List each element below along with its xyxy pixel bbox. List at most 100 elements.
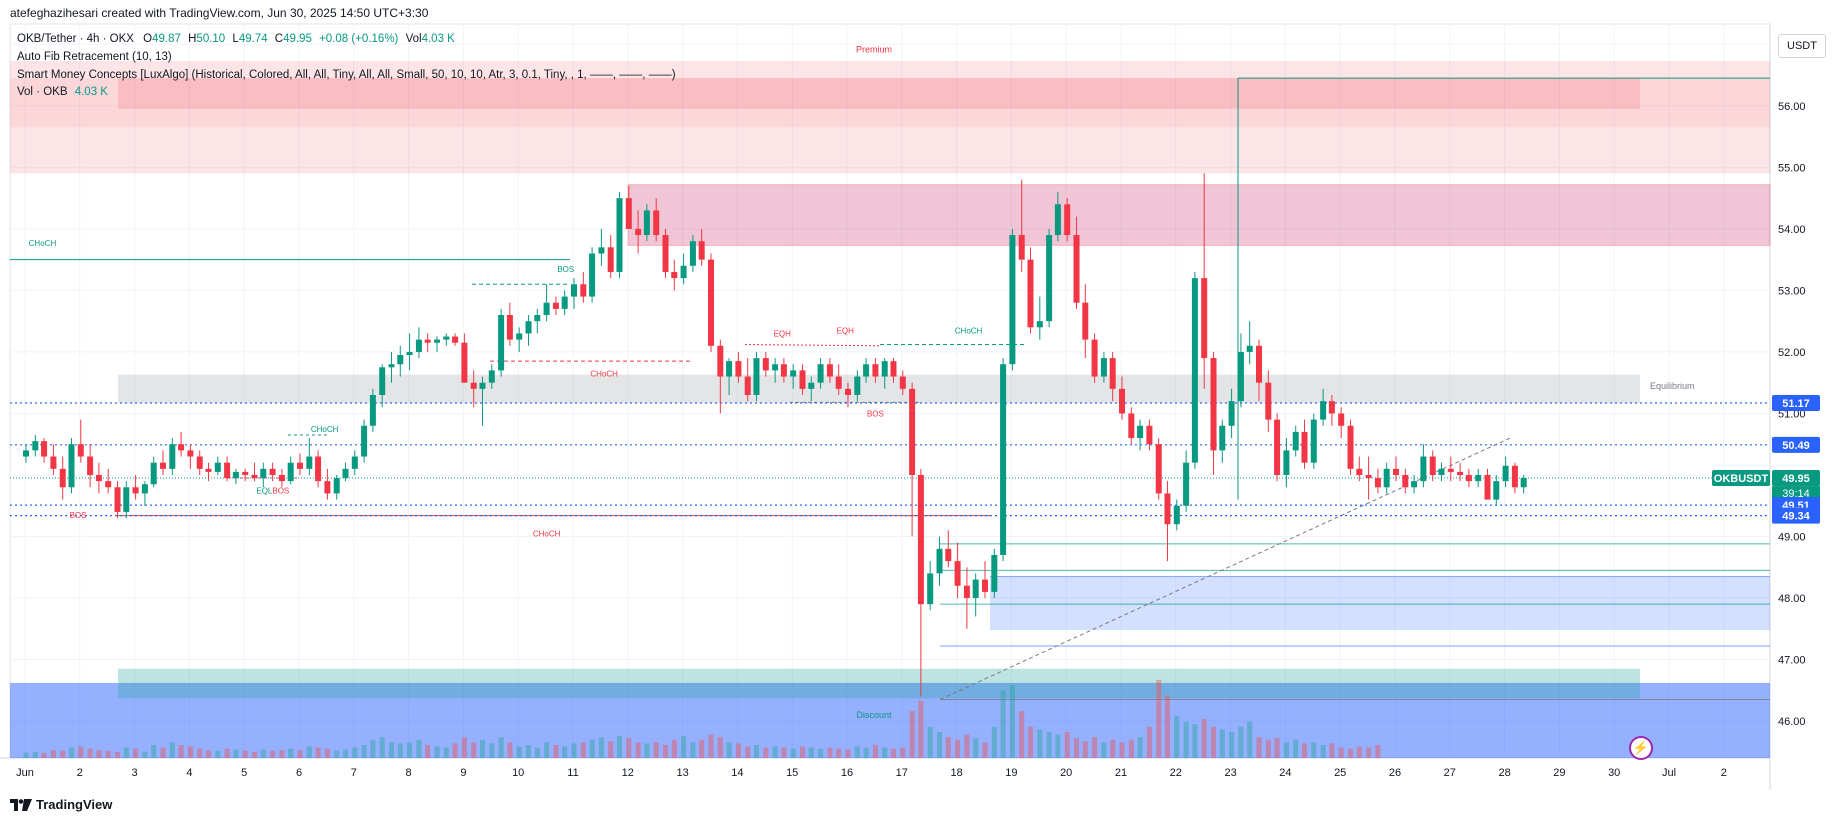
volume-bar xyxy=(671,739,677,758)
candle-body xyxy=(607,247,614,272)
volume-bar xyxy=(973,738,979,758)
candle-body xyxy=(251,474,258,479)
plot-frame xyxy=(9,23,1771,759)
time-tick-label: 6 xyxy=(296,767,302,779)
volume-bar xyxy=(1256,737,1262,758)
volume-bar xyxy=(160,747,166,758)
candle-body xyxy=(1393,468,1399,475)
volume-bar xyxy=(407,742,413,758)
candle-body xyxy=(361,425,368,457)
ohlc-volume: 4.03 K xyxy=(421,33,455,45)
candle-body xyxy=(187,450,194,457)
volume-bar xyxy=(461,737,467,758)
volume-bar xyxy=(1064,732,1070,758)
premium-label: Premium xyxy=(856,44,892,54)
volume-bar xyxy=(187,746,193,758)
indicator-volume-label: Vol · OKB xyxy=(17,86,68,98)
price-tick-label: 48.00 xyxy=(1778,593,1806,605)
volume-bar xyxy=(507,742,513,758)
volume-bar xyxy=(1174,716,1180,758)
price-tick-label: 53.00 xyxy=(1778,285,1806,297)
candle-body xyxy=(1119,388,1125,414)
candle-body xyxy=(224,462,231,479)
volume-bar xyxy=(1074,738,1080,758)
lightning-icon[interactable]: ⚡ xyxy=(1629,736,1653,760)
structure-label-choch: CHoCH xyxy=(29,239,57,248)
candle-body xyxy=(306,456,313,469)
candle-body xyxy=(717,345,724,377)
volume-bar xyxy=(845,749,851,758)
volume-bar xyxy=(397,743,403,758)
volume-bar xyxy=(169,742,175,758)
volume-bar xyxy=(315,747,321,758)
candle-body xyxy=(1283,450,1290,475)
volume-bar xyxy=(608,741,614,758)
indicator-smc-legend[interactable]: Smart Money Concepts [LuxAlgo] (Historic… xyxy=(17,69,676,81)
candle-body xyxy=(41,441,48,457)
candle-body xyxy=(982,579,988,592)
time-tick-label: 12 xyxy=(622,767,634,779)
ohlc-close: 49.95 xyxy=(283,33,312,45)
candle-body xyxy=(826,364,833,377)
candle-body xyxy=(1310,419,1317,463)
publisher-line: atefeghazihesari created with TradingVie… xyxy=(10,6,429,20)
volume-bar xyxy=(1164,695,1170,758)
candle-body xyxy=(653,210,660,236)
candle-body xyxy=(917,474,924,605)
candle-body xyxy=(1520,478,1527,488)
volume-bar xyxy=(1311,742,1317,758)
current-price-label: 49.95 xyxy=(1782,473,1810,485)
candle-body xyxy=(1374,478,1381,488)
volume-bar xyxy=(1283,742,1289,758)
volume-bar xyxy=(260,749,266,758)
currency-selector[interactable]: USDT xyxy=(1778,34,1826,58)
volume-bars xyxy=(23,680,1381,758)
candle-body xyxy=(1018,235,1025,260)
volume-bar xyxy=(1110,739,1116,758)
candle-body xyxy=(1128,413,1135,439)
volume-bar xyxy=(808,747,814,758)
candle-body xyxy=(59,468,66,488)
volume-bar xyxy=(753,745,759,758)
candle-body xyxy=(643,210,650,236)
indicator-fib-legend[interactable]: Auto Fib Retracement (10, 13) xyxy=(17,51,172,63)
volume-bar xyxy=(982,742,988,758)
volume-bar xyxy=(352,747,358,758)
time-tick-label: 2 xyxy=(77,767,83,779)
candle-body xyxy=(397,355,404,365)
volume-bar xyxy=(553,745,559,758)
candle-body xyxy=(616,198,623,272)
ohlc-low-label: L xyxy=(232,33,239,45)
time-tick-label: 10 xyxy=(512,767,524,779)
candle-body xyxy=(516,333,523,340)
volume-bar xyxy=(644,743,650,758)
candle-body xyxy=(635,228,642,236)
volume-bar xyxy=(96,750,102,758)
candle-body xyxy=(479,382,486,389)
volume-bar xyxy=(1082,741,1088,758)
candle-body xyxy=(470,382,477,389)
time-axis: Jun 2 3 4 5 6 7 8 9 10 11 12 13 14 15 16 17 18 19 20 21 22 23 2… xyxy=(16,767,1727,779)
indicator-volume-legend[interactable]: Vol · OKB 4.03 K xyxy=(17,86,108,98)
candle-body xyxy=(388,364,395,368)
candle-body xyxy=(872,364,879,377)
candle-body xyxy=(1256,345,1262,383)
structure-label-bos: BOS xyxy=(557,265,574,274)
volume-bar xyxy=(1356,746,1362,758)
fib-51.17-label: 51.17 xyxy=(1782,398,1810,410)
candle-body xyxy=(1438,468,1445,475)
volume-bar xyxy=(717,737,723,758)
candle-body xyxy=(1146,425,1153,445)
candle-body xyxy=(1237,351,1244,402)
volume-bar xyxy=(279,750,285,758)
symbol-name[interactable]: OKB/Tether · 4h · OKX xyxy=(17,33,134,45)
candle-body xyxy=(342,468,349,479)
volume-bar xyxy=(452,743,458,758)
volume-bar xyxy=(1128,739,1134,758)
candle-body xyxy=(1219,425,1226,451)
volume-bar xyxy=(334,750,340,758)
price-tick-label: 55.00 xyxy=(1778,162,1806,174)
time-tick-label: 20 xyxy=(1060,767,1072,779)
